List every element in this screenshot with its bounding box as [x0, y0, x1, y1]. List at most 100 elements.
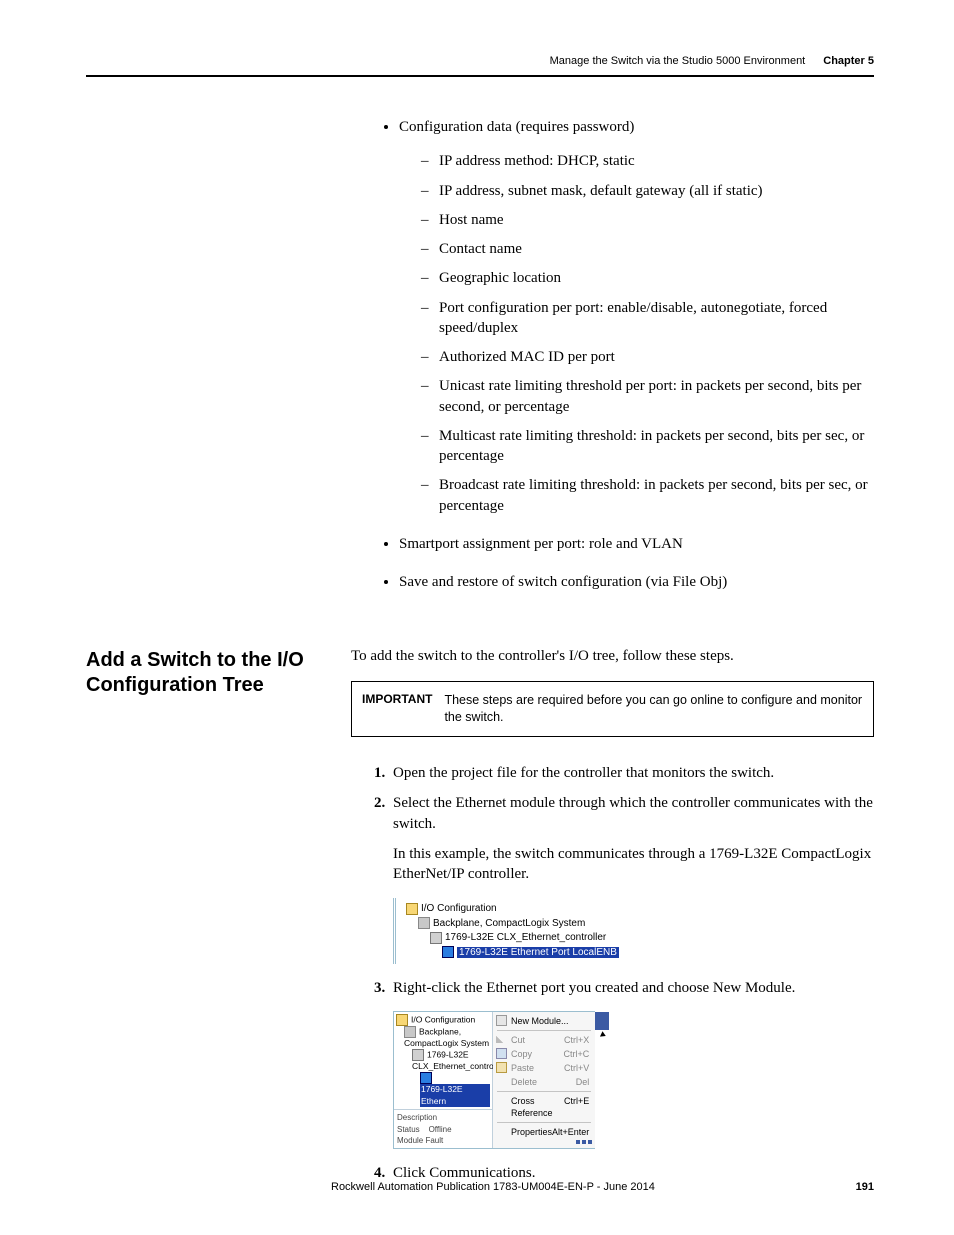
backplane-icon	[404, 1026, 416, 1038]
controller-icon	[412, 1049, 424, 1061]
folder-icon	[406, 903, 418, 915]
context-menu: New Module... Cut Ctrl+X	[493, 1012, 595, 1148]
step-2-text: Select the Ethernet module through which…	[393, 795, 873, 831]
tree2-controller: 1769-L32E CLX_Ethernet_controller	[412, 1049, 490, 1072]
bullet-save-restore: Save and restore of switch configuration…	[399, 572, 874, 592]
tree2-d: 1769-L32E Ethern	[420, 1084, 490, 1107]
header-rule	[86, 75, 874, 77]
tree2-a: I/O Configuration	[411, 1014, 475, 1024]
tree1-a: I/O Configuration	[421, 903, 497, 914]
config-bullet-list: Configuration data (requires password) I…	[381, 117, 874, 592]
step-2-note: In this example, the switch communicates…	[393, 844, 874, 885]
tree1-controller: 1769-L32E CLX_Ethernet_controller	[426, 931, 622, 946]
page-footer: Rockwell Automation Publication 1783-UM0…	[86, 1181, 874, 1193]
menu-separator	[497, 1030, 591, 1031]
upper-content: Configuration data (requires password) I…	[381, 117, 874, 592]
context-left-pane: I/O Configuration Backplane, CompactLogi…	[394, 1012, 493, 1148]
footer-page-number: 191	[856, 1181, 874, 1193]
fault-label: Module Fault	[397, 1135, 489, 1146]
menu-delete-shortcut: Del	[576, 1076, 590, 1088]
step-3-text: Right-click the Ethernet port you create…	[393, 980, 795, 996]
tree1-eth-port: 1769-L32E Ethernet Port LocalENB	[438, 946, 622, 961]
tree1-d: 1769-L32E Ethernet Port LocalENB	[457, 947, 619, 958]
tree2-c: 1769-L32E CLX_Ethernet_controller	[412, 1049, 505, 1071]
sub-unicast: Unicast rate limiting threshold per port…	[421, 376, 874, 417]
cut-icon	[496, 1034, 505, 1043]
menu-properties-shortcut: Alt+Enter	[552, 1126, 589, 1138]
step-1: Open the project file for the controller…	[389, 763, 874, 783]
header-chapter: Chapter 5	[823, 55, 874, 67]
status-value: Offline	[429, 1125, 452, 1134]
sub-host-name: Host name	[421, 210, 874, 230]
sub-contact-name: Contact name	[421, 239, 874, 259]
context-status-pane: Description Status Offline Module Fault	[394, 1109, 492, 1148]
important-text: These steps are required before you can …	[444, 682, 873, 736]
status-label: Status	[397, 1125, 420, 1134]
tree2-eth-port: 1769-L32E Ethern	[420, 1072, 490, 1107]
tree1-io-config: I/O Configuration	[402, 902, 622, 917]
menu-crossref-shortcut: Ctrl+E	[564, 1095, 589, 1119]
menu-paste-shortcut: Ctrl+V	[564, 1062, 589, 1074]
menu-paste-label: Paste	[511, 1062, 534, 1074]
tree2-backplane: Backplane, CompactLogix System	[404, 1026, 490, 1049]
section-intro: To add the switch to the controller's I/…	[351, 648, 874, 665]
io-tree-screenshot-1: I/O Configuration Backplane, CompactLogi…	[393, 898, 622, 964]
bullet-config-data: Configuration data (requires password) I…	[399, 117, 874, 516]
sub-ip-method: IP address method: DHCP, static	[421, 151, 874, 171]
new-module-icon	[496, 1015, 507, 1026]
menu-grip	[493, 1140, 595, 1146]
sub-broadcast: Broadcast rate limiting threshold: in pa…	[421, 475, 874, 516]
status-row: Status Offline	[397, 1124, 489, 1135]
ethernet-port-icon	[442, 946, 454, 958]
sub-geo-location: Geographic location	[421, 268, 874, 288]
backplane-icon	[418, 917, 430, 929]
config-sub-list: IP address method: DHCP, static IP addre…	[421, 151, 874, 516]
paste-icon	[496, 1062, 507, 1073]
menu-cross-reference[interactable]: Cross Reference Ctrl+E	[493, 1094, 595, 1120]
desc-label: Description	[397, 1112, 489, 1123]
menu-new-module-label: New Module...	[511, 1015, 569, 1027]
menu-cut-label: Cut	[511, 1034, 525, 1046]
menu-copy-shortcut: Ctrl+C	[564, 1048, 590, 1060]
sub-multicast: Multicast rate limiting threshold: in pa…	[421, 426, 874, 467]
tree1-b: Backplane, CompactLogix System	[433, 918, 585, 929]
page-header: Manage the Switch via the Studio 5000 En…	[86, 55, 874, 75]
important-box: IMPORTANT These steps are required befor…	[351, 681, 874, 737]
tree1-c: 1769-L32E CLX_Ethernet_controller	[445, 932, 606, 943]
menu-corner-decoration	[595, 1012, 609, 1030]
tree2-b: Backplane, CompactLogix System	[404, 1026, 489, 1048]
header-title: Manage the Switch via the Studio 5000 En…	[550, 55, 806, 67]
bullet-smartport: Smartport assignment per port: role and …	[399, 534, 874, 554]
step-3: Right-click the Ethernet port you create…	[389, 978, 874, 1149]
sub-port-config: Port configuration per port: enable/disa…	[421, 298, 874, 339]
menu-delete-label: Delete	[511, 1076, 537, 1088]
menu-copy-label: Copy	[511, 1048, 532, 1060]
cursor-icon	[600, 1031, 607, 1039]
folder-icon	[396, 1014, 408, 1026]
section-title: Add a Switch to the I/O Configuration Tr…	[86, 648, 351, 698]
menu-copy[interactable]: Copy Ctrl+C	[493, 1047, 595, 1061]
steps-list: Open the project file for the controller…	[351, 763, 874, 1183]
controller-icon	[430, 932, 442, 944]
tree2-io-config: I/O Configuration	[396, 1014, 490, 1026]
menu-properties-label: Properties	[511, 1126, 552, 1138]
menu-cut-shortcut: Ctrl+X	[564, 1034, 589, 1046]
menu-new-module[interactable]: New Module...	[493, 1014, 595, 1028]
io-tree-screenshot-2: I/O Configuration Backplane, CompactLogi…	[393, 1011, 595, 1149]
menu-cut[interactable]: Cut Ctrl+X	[493, 1033, 595, 1047]
bullet-config-data-text: Configuration data (requires password)	[399, 119, 634, 135]
important-label: IMPORTANT	[352, 682, 444, 736]
menu-paste[interactable]: Paste Ctrl+V	[493, 1061, 595, 1075]
menu-separator	[497, 1122, 591, 1123]
menu-delete[interactable]: Delete Del	[493, 1075, 595, 1089]
menu-separator	[497, 1091, 591, 1092]
step-2: Select the Ethernet module through which…	[389, 793, 874, 964]
menu-properties[interactable]: Properties Alt+Enter	[493, 1125, 595, 1139]
ethernet-port-icon	[420, 1072, 432, 1084]
tree1-backplane: Backplane, CompactLogix System	[414, 917, 622, 932]
sub-ip-addr: IP address, subnet mask, default gateway…	[421, 181, 874, 201]
sub-auth-mac: Authorized MAC ID per port	[421, 347, 874, 367]
copy-icon	[496, 1048, 507, 1059]
menu-crossref-label: Cross Reference	[511, 1095, 564, 1119]
footer-publication: Rockwell Automation Publication 1783-UM0…	[331, 1181, 655, 1193]
